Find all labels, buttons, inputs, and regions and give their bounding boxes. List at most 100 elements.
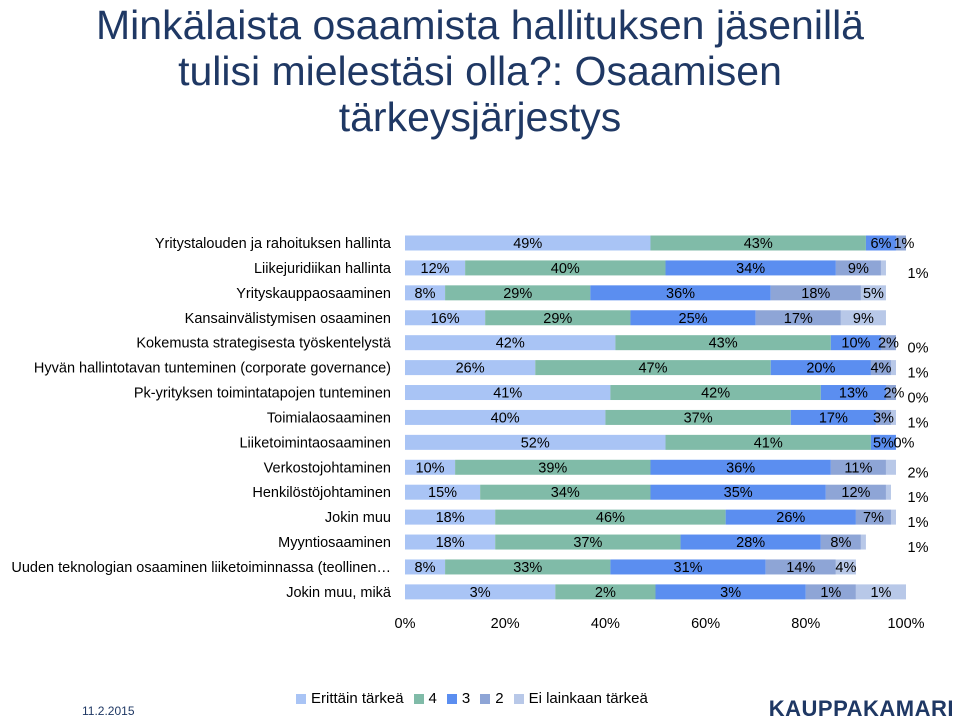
bar-segment <box>805 584 856 600</box>
category-label: Jokin muu, mikä <box>286 585 392 601</box>
bar-segment <box>880 260 886 276</box>
bar-segment <box>535 360 771 376</box>
data-label: 18% <box>801 286 830 302</box>
legend-label: 2 <box>495 690 504 707</box>
data-label: 4% <box>870 361 891 377</box>
legend-swatch <box>296 693 306 704</box>
category-label: Verkostojohtaminen <box>264 460 391 476</box>
bar-segment <box>465 260 666 276</box>
data-label: 9% <box>848 261 869 277</box>
data-label: 28% <box>736 535 765 551</box>
category-label: Yritystalouden ja rahoituksen hallinta <box>155 236 392 252</box>
bar-segment <box>650 484 826 500</box>
bar-segment <box>445 559 611 575</box>
bar-segment <box>630 310 756 326</box>
title-line-2: tulisi mielestäsi olla?: Osaamisen <box>178 48 782 94</box>
bar-segment <box>865 235 896 251</box>
bar-segment <box>770 360 871 376</box>
data-label: 16% <box>431 311 460 327</box>
data-label: 35% <box>724 485 753 501</box>
data-label: 17% <box>819 410 848 426</box>
data-label: 40% <box>491 410 520 426</box>
data-label: 1% <box>870 585 891 601</box>
kauppakamari-logo: KAUPPAKAMARI <box>768 696 954 721</box>
bar-segment <box>405 559 446 575</box>
bar-segment <box>880 335 896 351</box>
data-label: 17% <box>784 311 813 327</box>
data-label: 1% <box>908 366 929 382</box>
bar-segment <box>650 459 831 475</box>
data-label: 41% <box>493 386 522 402</box>
bar-segment <box>405 409 606 425</box>
footer-date: 11.2.2015 <box>82 704 135 718</box>
data-label: 2% <box>908 465 929 481</box>
data-label: 41% <box>754 435 783 451</box>
data-label: 36% <box>666 286 695 302</box>
bar-segment <box>480 484 651 500</box>
bar-segment <box>870 434 896 450</box>
category-label: Henkilöstöjohtaminen <box>252 485 391 501</box>
bar-segment <box>835 559 856 575</box>
bar-segment <box>835 260 881 276</box>
bar-segment <box>555 584 656 600</box>
data-label: 8% <box>415 286 436 302</box>
data-label: 34% <box>736 261 765 277</box>
data-label: 1% <box>908 540 929 556</box>
bar-segment <box>445 285 591 301</box>
bar-segment <box>725 509 856 525</box>
data-label: 25% <box>679 311 708 327</box>
data-label: 40% <box>551 261 580 277</box>
data-label: 43% <box>744 236 773 252</box>
category-label: Liiketoimintaosaaminen <box>239 435 391 451</box>
data-label: 8% <box>415 560 436 576</box>
bar-segment <box>855 584 906 600</box>
bar-segment <box>855 509 891 525</box>
bar-segment <box>860 285 886 301</box>
category-label: Kansainvälistymisen osaaminen <box>185 311 391 327</box>
bar-segment <box>405 434 666 450</box>
legend-item: Ei lainkaan tärkeä <box>513 690 648 707</box>
legend-swatch <box>513 693 524 704</box>
data-label: 4% <box>835 560 856 576</box>
data-label: 1% <box>908 515 929 531</box>
data-label: 0% <box>893 435 914 451</box>
data-label: 2% <box>595 585 616 601</box>
data-label: 36% <box>726 460 755 476</box>
bar-segment <box>875 409 891 425</box>
bar-segment <box>765 559 836 575</box>
category-label: Uuden teknologian osaaminen liiketoiminn… <box>11 560 391 576</box>
data-label: 29% <box>543 311 572 327</box>
bar-segment <box>830 335 881 351</box>
data-label: 26% <box>456 361 485 377</box>
data-label: 9% <box>853 311 874 327</box>
legend-item: Erittäin tärkeä <box>296 690 404 707</box>
x-tick-label: 40% <box>591 616 620 632</box>
bar-segment <box>790 409 876 425</box>
bar-segment <box>890 509 896 525</box>
data-label: 7% <box>863 510 884 526</box>
bar-segment <box>405 509 496 525</box>
legend-label: Ei lainkaan tärkeä <box>528 690 648 707</box>
legend-item: 3 <box>446 690 470 707</box>
bar-segment <box>495 534 681 550</box>
data-label: 0% <box>908 391 929 407</box>
data-label: 46% <box>596 510 625 526</box>
page-title: Minkälaista osaamista hallituksen jäseni… <box>0 0 960 140</box>
data-label: 5% <box>863 286 884 302</box>
bar-segment <box>885 484 891 500</box>
data-label: 42% <box>496 336 525 352</box>
data-label: 26% <box>776 510 805 526</box>
category-label: Myyntiosaaminen <box>278 535 391 551</box>
bar-segment <box>885 459 896 475</box>
x-tick-label: 0% <box>395 616 416 632</box>
data-label: 3% <box>470 585 491 601</box>
data-label: 0% <box>908 341 929 357</box>
bar-segment <box>650 235 866 251</box>
bar-segment <box>665 434 871 450</box>
x-tick-label: 100% <box>887 616 924 632</box>
bar-segment <box>405 484 481 500</box>
data-label: 42% <box>701 386 730 402</box>
data-label: 18% <box>436 535 465 551</box>
data-label: 3% <box>720 585 741 601</box>
category-label: Pk-yrityksen toimintatapojen tunteminen <box>134 386 391 402</box>
